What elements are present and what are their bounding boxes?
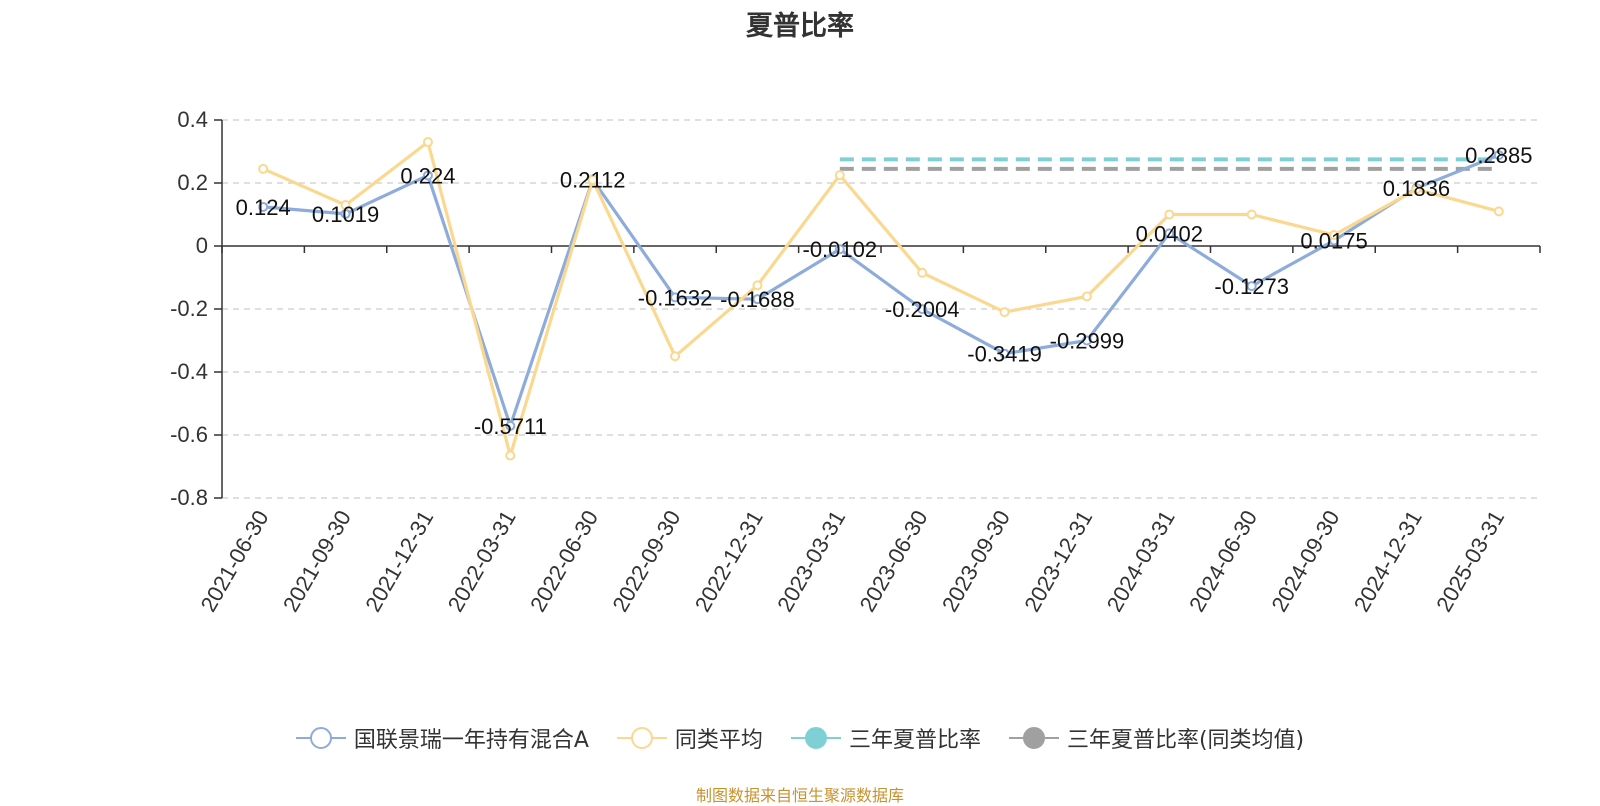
data-point [917, 267, 928, 278]
data-label: -0.2004 [885, 297, 960, 322]
data-label: 0.1836 [1383, 176, 1450, 201]
legend-item[interactable]: 同类平均 [616, 722, 763, 754]
data-label: 0.0175 [1300, 228, 1367, 253]
data-point [999, 348, 1010, 359]
x-tick-label: 2024-06-30 [1184, 506, 1262, 616]
data-point [422, 170, 433, 181]
x-tick-label: 2022-12-31 [690, 506, 768, 616]
legend: 国联景瑞一年持有混合A 同类平均 三年夏普比率 三年夏普比率(同类均值) [0, 722, 1600, 754]
data-point [1493, 206, 1504, 217]
y-tick-label: -0.4 [170, 359, 208, 384]
x-tick-label: 2024-12-31 [1349, 506, 1427, 616]
legend-symbol-icon [790, 727, 841, 749]
data-point [999, 307, 1010, 318]
x-tick-label: 2022-03-31 [443, 506, 521, 616]
data-point [1329, 229, 1340, 240]
legend-label: 三年夏普比率 [848, 728, 981, 753]
data-point [1081, 291, 1092, 302]
data-label: 0.124 [236, 195, 291, 220]
data-label: -0.3419 [967, 342, 1042, 367]
x-tick-label: 2025-03-31 [1431, 506, 1509, 616]
x-tick-label: 2024-03-31 [1102, 506, 1180, 616]
legend-item[interactable]: 三年夏普比率 [790, 722, 981, 754]
data-label: 0.0402 [1136, 221, 1203, 246]
data-label: -0.1632 [638, 285, 713, 310]
x-tick-label: 2023-12-31 [1019, 506, 1097, 616]
series-lines [262, 140, 1500, 458]
data-label: -0.5711 [474, 414, 547, 439]
chart-title: 夏普比率 [746, 11, 854, 42]
x-tick-label: 2024-09-30 [1266, 506, 1344, 616]
data-label: 0.2885 [1465, 143, 1532, 168]
data-labels: 0.124 0.1019 0.224 -0.5711 0.2112 -0.1632 -0.1… [236, 143, 1533, 439]
x-tick-label: 2021-09-30 [278, 506, 356, 616]
data-point [505, 450, 516, 461]
x-tick-label: 2021-12-31 [360, 506, 438, 616]
x-tick-label: 2023-09-30 [937, 506, 1015, 616]
y-tick-label: 0 [196, 233, 208, 258]
data-label: -0.1688 [720, 287, 795, 312]
x-tick-label: 2022-06-30 [525, 506, 603, 616]
reference-lines [839, 157, 1499, 171]
data-point [1081, 335, 1092, 346]
y-tick-label: -0.8 [170, 485, 208, 510]
data-label: 0.224 [400, 163, 455, 188]
legend-symbol-icon [616, 727, 667, 749]
data-point [670, 351, 681, 362]
data-point [917, 304, 928, 315]
data-point [752, 294, 763, 305]
data-point [258, 163, 269, 174]
data-point [1246, 209, 1257, 220]
y-tick-label: -0.2 [170, 296, 208, 321]
x-tick-label: 2022-09-30 [607, 506, 685, 616]
data-point [505, 420, 516, 431]
data-point [422, 137, 433, 148]
y-tick-label: 0.2 [177, 170, 208, 195]
data-label: -0.1273 [1214, 274, 1289, 299]
series-line [262, 140, 1500, 458]
data-label: -0.0102 [803, 237, 878, 262]
data-point [340, 200, 351, 211]
x-tick-label: 2021-06-30 [196, 506, 274, 616]
data-point [834, 244, 845, 255]
x-tick-label: 2023-06-30 [855, 506, 933, 616]
data-label: 0.1019 [312, 202, 379, 227]
legend-label: 三年夏普比率(同类均值) [1066, 728, 1305, 753]
data-point [834, 170, 845, 181]
data-point [1164, 228, 1175, 239]
legend-item[interactable]: 三年夏普比率(同类均值) [1008, 722, 1305, 754]
data-point [1164, 209, 1175, 220]
data-point [587, 174, 598, 185]
data-point [1493, 150, 1504, 161]
y-tick-label: 0.4 [177, 107, 208, 132]
data-point [1411, 184, 1422, 195]
series-line [263, 153, 1500, 428]
data-point [670, 292, 681, 303]
legend-label: 同类平均 [674, 728, 763, 753]
data-label: -0.2999 [1050, 328, 1125, 353]
data-point [258, 201, 269, 212]
data-point [1246, 281, 1257, 292]
source-note: 制图数据来自恒生聚源数据库 [695, 786, 904, 805]
data-point [752, 280, 763, 291]
data-label: 0.2112 [560, 167, 626, 192]
legend-item[interactable]: 国联景瑞一年持有混合A [295, 722, 589, 754]
legend-symbol-icon [1008, 727, 1059, 749]
legend-symbol-icon [295, 727, 346, 749]
x-tick-label: 2023-03-31 [772, 506, 850, 616]
y-tick-label: -0.6 [170, 422, 208, 447]
series-points [258, 137, 1504, 461]
legend-label: 国联景瑞一年持有混合A [353, 728, 589, 753]
